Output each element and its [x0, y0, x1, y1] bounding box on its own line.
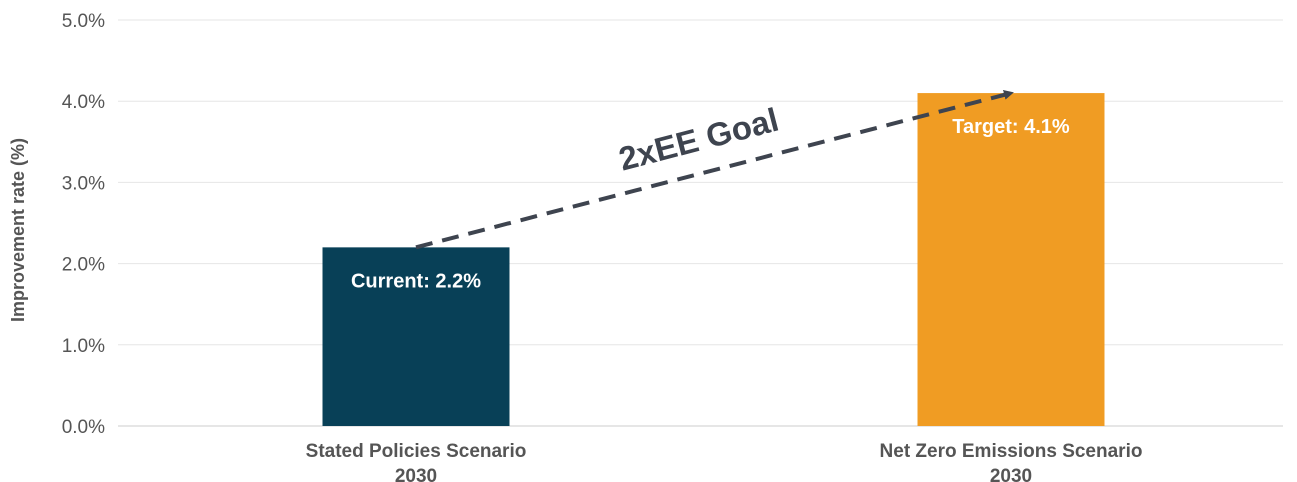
y-tick-label: 2.0%: [62, 255, 105, 276]
data-label: Target: 4.1%: [952, 116, 1070, 138]
goal-arrow: [415, 89, 1014, 250]
y-axis: 0.0% 1.0% 2.0% 3.0% 4.0% 5.0%: [62, 11, 105, 438]
x-axis: Stated Policies Scenario 2030 Net Zero Emi…: [306, 441, 1143, 482]
goal-label: 2xEE Goal: [615, 101, 782, 178]
y-tick-label: 4.0%: [62, 92, 105, 113]
y-tick-label: 5.0%: [62, 11, 105, 32]
y-tick-label: 1.0%: [62, 336, 105, 357]
x-tick-label: Net Zero Emissions Scenario: [880, 441, 1143, 462]
bars: Current: 2.2% Target: 4.1%: [322, 93, 1105, 426]
y-tick-label: 0.0%: [62, 417, 105, 438]
y-axis-label: Improvement rate (%): [8, 138, 28, 322]
y-tick-label: 3.0%: [62, 173, 105, 194]
bar: [322, 247, 510, 426]
gridlines: [118, 19, 1283, 427]
x-tick-label: 2030: [395, 466, 437, 482]
bar: [917, 93, 1105, 426]
x-tick-label: Stated Policies Scenario: [306, 441, 527, 462]
data-label: Current: 2.2%: [351, 270, 481, 292]
x-tick-label: 2030: [990, 466, 1032, 482]
